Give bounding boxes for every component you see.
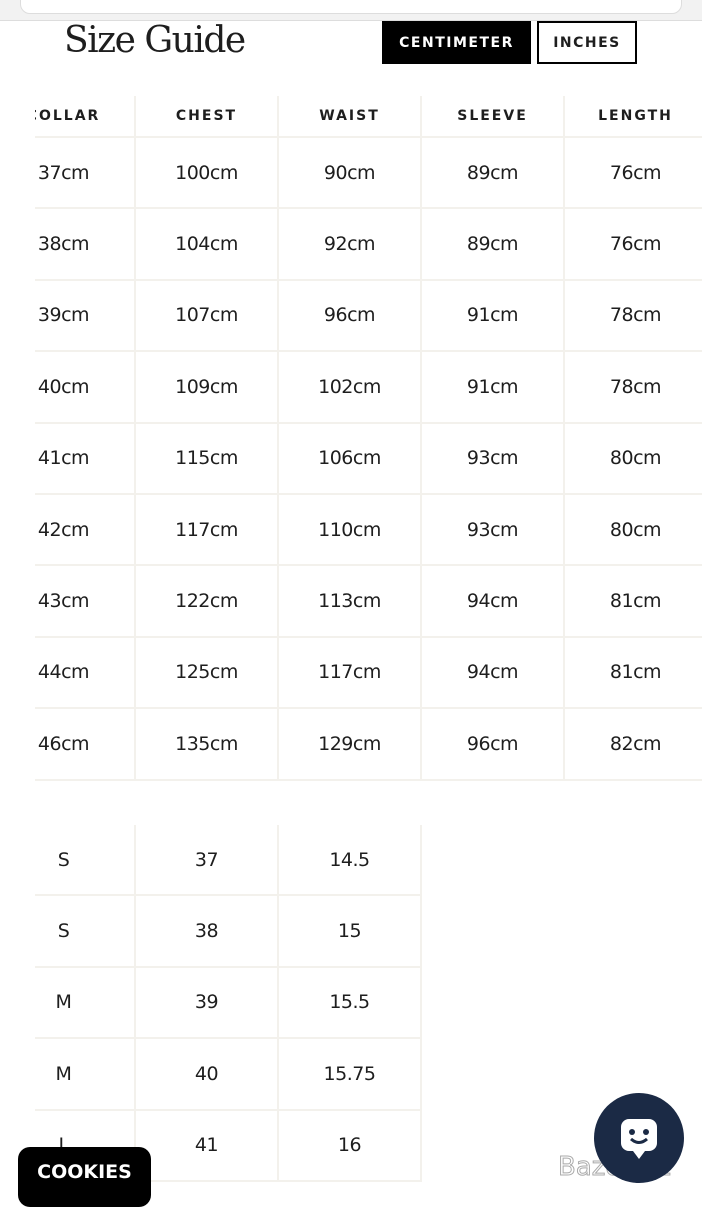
- column-header: CHEST: [136, 96, 279, 138]
- table-cell: 15: [279, 896, 422, 968]
- table-cell: 115cm: [136, 423, 279, 495]
- table-cell: 76cm: [565, 138, 702, 210]
- table-cell: 78cm: [565, 281, 702, 353]
- unit-button[interactable]: INCHES: [537, 21, 637, 64]
- table-cell: 90cm: [279, 138, 422, 210]
- size-table: COLLARCHESTWAISTSLEEVELENGTH 37cm100cm90c…: [35, 96, 702, 782]
- table-cell: 122cm: [136, 566, 279, 638]
- table-cell: 110cm: [279, 495, 422, 567]
- table-cell: 41: [136, 1110, 279, 1182]
- table-cell: 80cm: [565, 424, 702, 495]
- table-cell: 38: [136, 896, 279, 968]
- table-cell: 113cm: [279, 566, 422, 638]
- table-cell: 135cm: [136, 709, 279, 781]
- table-cell: 44cm: [35, 637, 136, 710]
- chat-button[interactable]: [593, 1092, 685, 1184]
- table-cell: 125cm: [136, 637, 279, 710]
- table-cell: 39: [136, 967, 279, 1040]
- table-cell: 43cm: [35, 566, 136, 638]
- table-cell: 117cm: [136, 495, 279, 567]
- table-cell: S: [35, 825, 136, 897]
- table-cell: 94cm: [422, 637, 565, 710]
- table-cell: 109cm: [136, 352, 279, 424]
- column-header: LENGTH: [565, 96, 702, 138]
- table-cell: 15.75: [279, 1039, 422, 1111]
- table-cell: 80cm: [565, 495, 702, 567]
- table-cell: 81cm: [565, 566, 702, 638]
- table-cell: 40cm: [35, 352, 136, 424]
- conversion-table: S 37 14.5 S 38 15 M 39 15.5 M 40 15.75 L 41 16: [35, 825, 423, 1200]
- unit-button[interactable]: CENTIMETER: [382, 21, 531, 64]
- table-cell: 96cm: [422, 709, 565, 781]
- table-cell: 15.5: [279, 967, 422, 1040]
- table-cell: 129cm: [279, 709, 422, 781]
- table-cell: 16: [279, 1110, 422, 1182]
- table-cell: 92cm: [279, 209, 422, 281]
- table-cell: 40: [136, 1039, 279, 1111]
- table-cell: 93cm: [422, 495, 565, 567]
- table-cell: M: [35, 1039, 136, 1111]
- top-bar: [0, 0, 702, 21]
- table-cell: 89cm: [422, 209, 565, 281]
- table-cell: 96cm: [279, 280, 422, 353]
- table-cell: 81cm: [565, 638, 702, 710]
- table-cell: 14.5: [279, 825, 422, 897]
- table-cell: 89cm: [422, 138, 565, 210]
- table-cell: 82cm: [565, 709, 702, 781]
- table-cell: 102cm: [279, 352, 422, 424]
- column-header: WAIST: [279, 96, 422, 138]
- table-cell: 106cm: [279, 423, 422, 495]
- table-cell: 37cm: [35, 138, 136, 210]
- table-cell: 76cm: [565, 209, 702, 281]
- table-cell: 104cm: [136, 209, 279, 281]
- table-cell: 37: [136, 825, 279, 897]
- table-cell: 91cm: [422, 280, 565, 353]
- cookies-button[interactable]: COOKIES: [18, 1147, 151, 1207]
- table-cell: 78cm: [565, 352, 702, 424]
- table-cell: 91cm: [422, 352, 565, 424]
- table-cell: 41cm: [35, 423, 136, 495]
- table-cell: 100cm: [136, 138, 279, 210]
- table-cell: 39cm: [35, 280, 136, 353]
- table-cell: M: [35, 967, 136, 1040]
- table-cell: 94cm: [422, 566, 565, 638]
- column-header: SLEEVE: [422, 96, 565, 138]
- table-cell: 117cm: [279, 637, 422, 710]
- table-cell: 107cm: [136, 280, 279, 353]
- table-cell: S: [35, 896, 136, 968]
- address-bar: [20, 0, 682, 14]
- title: Size Guide: [64, 20, 246, 61]
- column-header: COLLAR: [35, 96, 136, 138]
- table-cell: 46cm: [35, 709, 136, 781]
- table-cell: 38cm: [35, 209, 136, 281]
- table-cell: 42cm: [35, 495, 136, 567]
- table-cell: 93cm: [422, 423, 565, 495]
